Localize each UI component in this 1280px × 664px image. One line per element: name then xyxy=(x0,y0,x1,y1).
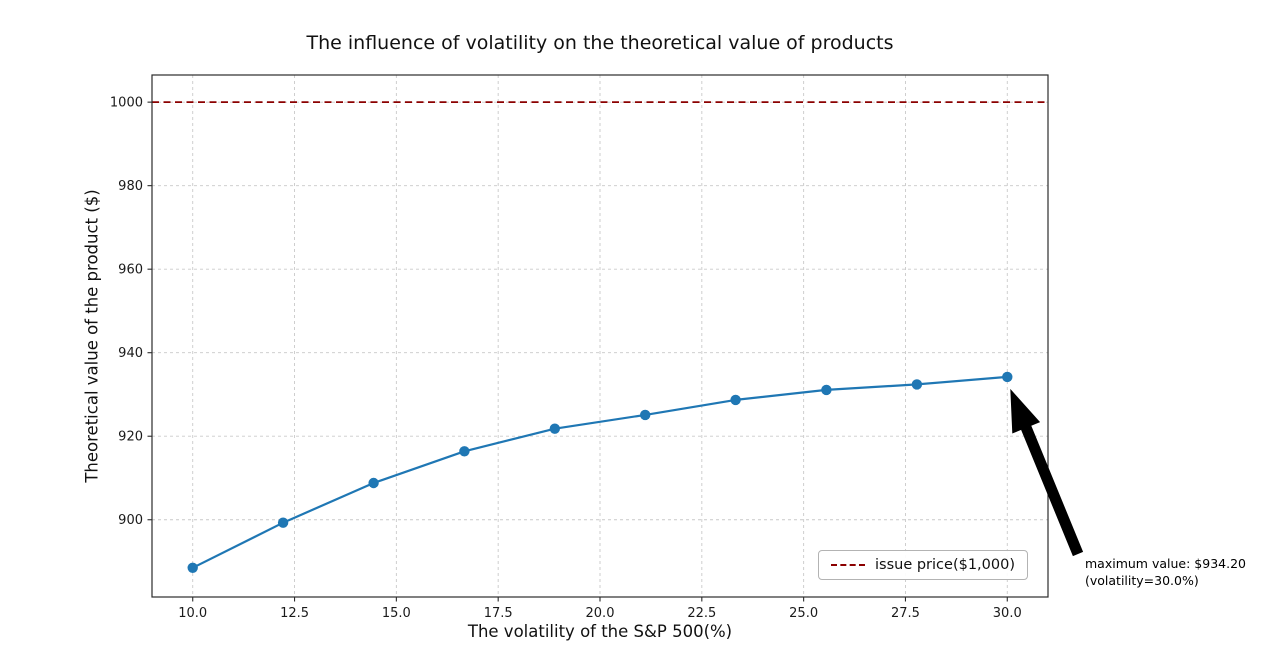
legend: issue price($1,000) xyxy=(818,550,1028,580)
x-tick-label: 22.5 xyxy=(687,606,716,621)
y-tick-label: 900 xyxy=(118,513,143,528)
data-point-marker xyxy=(640,409,651,421)
legend-dashed-line-icon xyxy=(831,564,865,566)
x-tick-label: 27.5 xyxy=(891,606,920,621)
data-point-marker xyxy=(368,477,379,489)
x-tick-label: 30.0 xyxy=(993,606,1022,621)
data-point-marker xyxy=(911,379,923,390)
x-tick-label: 17.5 xyxy=(484,606,513,621)
annotation-line-2: (volatility=30.0%) xyxy=(1085,572,1199,588)
annotation-line-1: maximum value: $934.20 xyxy=(1085,556,1246,571)
chart-title: The influence of volatility on the theor… xyxy=(306,32,894,54)
y-tick-label: 1000 xyxy=(110,96,143,111)
x-tick-label: 12.5 xyxy=(280,606,309,621)
data-point-marker xyxy=(1002,371,1013,383)
x-tick-label: 20.0 xyxy=(586,606,615,621)
legend-label: issue price($1,000) xyxy=(875,557,1015,573)
y-tick-label: 940 xyxy=(118,346,143,361)
y-axis-label: Theoretical value of the product ($) xyxy=(82,189,102,483)
annotation-arrow xyxy=(1010,388,1084,557)
y-tick-label: 920 xyxy=(118,430,143,445)
data-point-marker xyxy=(277,517,289,528)
x-axis-label: The volatility of the S&P 500(%) xyxy=(467,622,733,641)
max-value-annotation: maximum value: $934.20 (volatility=30.0%… xyxy=(1085,556,1246,590)
y-tick-label: 960 xyxy=(118,263,143,278)
x-tick-label: 25.0 xyxy=(789,606,818,621)
y-tick-label: 980 xyxy=(118,179,143,194)
data-point-marker xyxy=(459,446,470,457)
data-point-marker xyxy=(187,562,198,573)
x-tick-label: 10.0 xyxy=(178,606,207,621)
data-point-marker xyxy=(730,394,741,406)
x-tick-label: 15.0 xyxy=(382,606,411,621)
data-point-marker xyxy=(549,423,560,434)
value-series-line xyxy=(192,375,1008,569)
data-point-marker xyxy=(821,384,832,396)
